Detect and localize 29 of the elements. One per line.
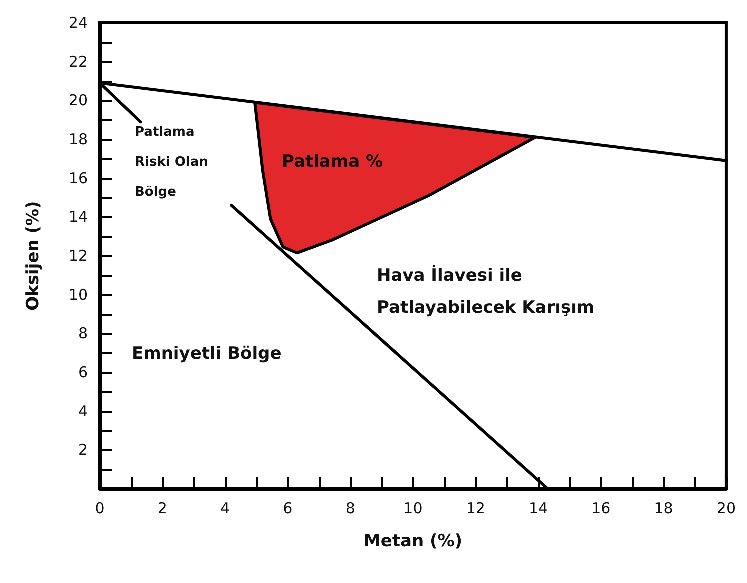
- y-tick-label: 24: [68, 14, 88, 32]
- y-tick-label: 12: [68, 247, 88, 265]
- y-axis-title: Oksijen (%): [24, 201, 44, 311]
- x-tick-label: 4: [220, 500, 230, 518]
- annotation: Patlama Riski Olan Bölge: [135, 124, 208, 202]
- x-tick-label: 10: [404, 500, 423, 518]
- x-tick-label: 12: [466, 500, 486, 518]
- y-tick-label: 8: [78, 324, 88, 343]
- annotation: Patlama %: [270, 142, 414, 182]
- x-tick-label: 6: [283, 500, 293, 518]
- x-tick-label: 18: [654, 500, 674, 518]
- x-tick-label: 14: [528, 500, 548, 518]
- x-tick-label: 16: [592, 500, 611, 518]
- y-tick-label: 20: [68, 92, 88, 110]
- x-tick-label: 2: [158, 500, 168, 518]
- x-axis-title: Metan (%): [364, 532, 463, 552]
- annotation: Hava İlavesi ile Patlayabilecek Karışım: [377, 264, 595, 320]
- y-tick-label: 18: [68, 130, 88, 148]
- annotation: Emniyetli Bölge: [132, 343, 282, 366]
- y-tick-label: 6: [78, 364, 88, 382]
- y-tick-label: 4: [78, 402, 88, 420]
- x-tick-label: 0: [95, 500, 105, 518]
- y-tick-label: 22: [68, 52, 88, 71]
- y-tick-label: 10: [68, 286, 88, 304]
- y-tick-label: 16: [68, 169, 88, 188]
- y-tick-label: 14: [68, 208, 88, 226]
- x-tick-label: 20: [716, 500, 736, 518]
- y-tick-label: 2: [78, 441, 88, 460]
- x-tick-label: 8: [346, 500, 356, 518]
